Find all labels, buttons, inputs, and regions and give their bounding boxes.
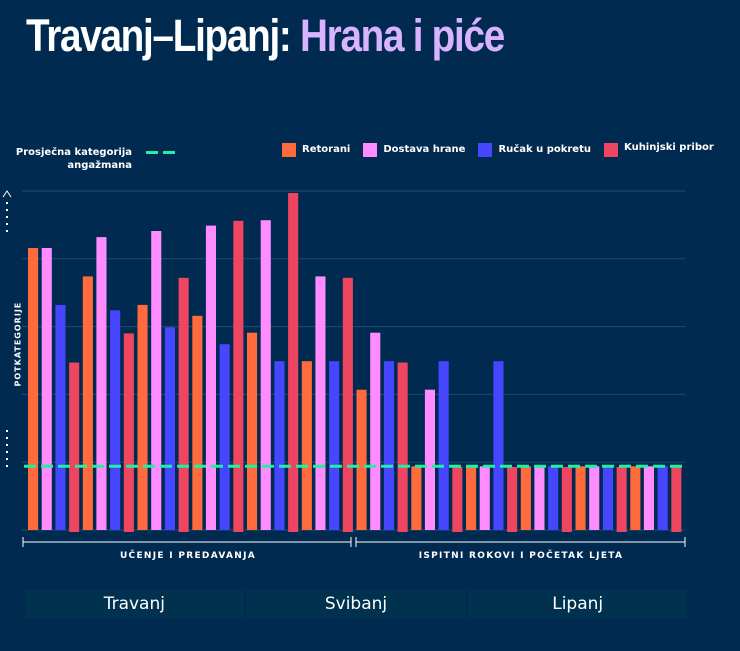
bar — [397, 362, 408, 532]
bar — [657, 466, 668, 530]
bar — [315, 276, 326, 530]
bar — [616, 466, 627, 532]
bar — [164, 327, 175, 530]
tab-travanj[interactable]: Travanj — [25, 590, 244, 618]
legend-swatch — [478, 143, 493, 157]
bar — [55, 304, 66, 530]
bar — [370, 332, 381, 530]
bar — [602, 466, 613, 530]
title-accent: Hrana i piće — [300, 10, 505, 61]
section-brackets — [22, 537, 686, 547]
bar — [151, 231, 162, 530]
bar — [288, 193, 299, 532]
bar — [493, 361, 504, 530]
bar — [643, 466, 654, 530]
bar — [28, 248, 39, 530]
bar — [260, 220, 271, 530]
bar — [301, 361, 312, 530]
bar — [82, 276, 93, 530]
legend-item-kuhinjski-pribor[interactable]: Kuhinjski pribor — [604, 142, 714, 157]
month-tabs: Travanj Svibanj Lipanj — [25, 590, 688, 618]
title-main: Travanj–Lipanj: — [26, 10, 292, 61]
legend-swatch — [363, 143, 378, 157]
bar — [137, 304, 148, 530]
bar — [479, 466, 490, 530]
bar — [438, 361, 449, 530]
legend-label: Kuhinjski pribor — [624, 142, 714, 153]
y-axis-label: POTKATEGORIJE — [13, 301, 23, 387]
bar — [178, 277, 189, 532]
average-legend-swatch — [146, 151, 176, 154]
legend: Retorani Dostava hrane Ručak u pokretu K… — [282, 142, 727, 157]
bar — [534, 466, 545, 530]
bar — [192, 315, 203, 530]
legend-label: Retorani — [302, 144, 351, 155]
bar — [466, 466, 477, 530]
tab-lipanj[interactable]: Lipanj — [468, 590, 688, 618]
legend-swatch — [282, 143, 296, 157]
bar — [274, 361, 285, 530]
bar — [342, 277, 353, 532]
bar — [383, 361, 394, 530]
legend-label: Dostava hrane — [383, 144, 466, 155]
bar — [671, 466, 682, 532]
bar — [411, 466, 422, 530]
bars — [28, 193, 682, 533]
bar — [41, 248, 52, 530]
bar — [123, 333, 134, 532]
bar — [630, 466, 641, 530]
section-label-ucenje: UČENJE I PREDAVANJA — [119, 551, 257, 561]
bar — [452, 466, 463, 532]
legend-item-rucak-u-pokretu[interactable]: Ručak u pokretu — [478, 143, 591, 157]
legend-item-retorani[interactable]: Retorani — [282, 143, 350, 157]
tab-svibanj[interactable]: Svibanj — [246, 590, 466, 618]
legend-swatch — [604, 143, 618, 157]
bar — [247, 332, 258, 530]
y-axis-arrow-icon — [2, 190, 12, 467]
bar — [356, 389, 367, 530]
bar — [507, 466, 518, 532]
bar — [424, 389, 435, 530]
bar — [69, 362, 80, 532]
section-label-ispitni: ISPITNI ROKOVI I POČETAK LJETA — [418, 551, 624, 561]
bar — [233, 220, 244, 533]
bar — [520, 466, 531, 530]
bar — [96, 237, 107, 530]
bar — [329, 361, 340, 530]
bar — [548, 466, 559, 530]
chart-title: Travanj–Lipanj: Hrana i piće — [26, 10, 505, 62]
bar — [589, 466, 600, 530]
legend-item-dostava-hrane[interactable]: Dostava hrane — [363, 143, 465, 157]
bar — [575, 466, 586, 530]
bar — [219, 344, 230, 530]
average-legend-label: Prosječna kategorija angažmana — [15, 147, 132, 171]
bar — [561, 466, 572, 532]
bar — [110, 310, 121, 530]
bar — [205, 225, 216, 530]
legend-label: Ručak u pokretu — [498, 144, 591, 155]
